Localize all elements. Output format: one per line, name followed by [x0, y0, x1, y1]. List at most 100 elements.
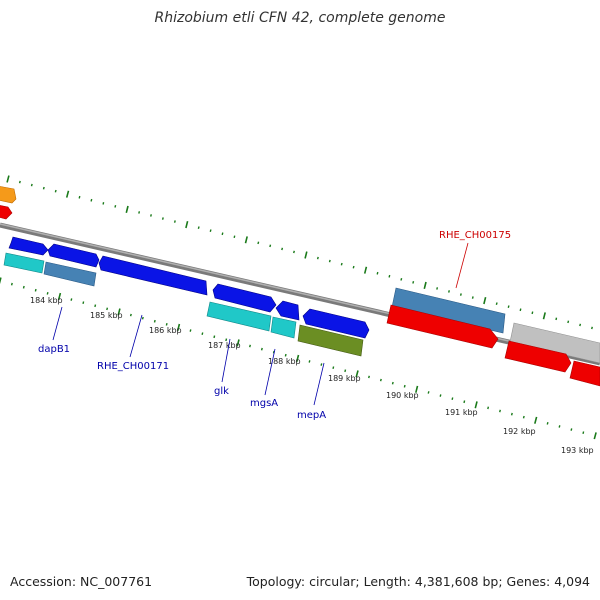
outer-scale-tick — [483, 297, 487, 305]
inner-scale-tick — [427, 391, 430, 394]
gene-blue-arrow-1[interactable] — [8, 236, 49, 256]
inner-scale-tick — [46, 292, 49, 295]
inner-scale-tick — [368, 375, 370, 379]
outer-scale-tick — [448, 290, 450, 293]
outer-scale-tick — [376, 271, 379, 275]
gene-cyan-1[interactable] — [3, 252, 45, 274]
outer-scale-tick — [412, 281, 415, 284]
inner-scale-tick — [474, 401, 478, 409]
outer-scale-tick — [138, 211, 141, 214]
tick-label-185: 185 kbp — [90, 311, 123, 320]
gene-cyan-glk[interactable] — [206, 301, 272, 332]
inner-scale-tick — [570, 428, 573, 431]
gene-olive-mepA[interactable] — [297, 324, 364, 357]
inner-scale-tick — [355, 370, 359, 378]
inner-scale-tick — [593, 432, 597, 440]
outer-scale-tick — [78, 195, 81, 199]
inner-scale-tick — [153, 319, 156, 323]
tick-label-192: 192 kbp — [503, 427, 536, 436]
inner-scale-tick — [403, 384, 406, 388]
inner-scale-tick — [391, 381, 394, 385]
outer-scale-tick — [114, 205, 117, 208]
outer-scale-tick — [221, 232, 224, 236]
gene-grey-arrow[interactable] — [509, 322, 600, 364]
outer-scale-tick — [185, 221, 189, 229]
inner-scale-tick — [499, 409, 501, 413]
inner-scale-tick — [546, 422, 549, 425]
outer-scale-tick — [459, 293, 462, 296]
gene-blue-arrow-3[interactable] — [98, 255, 208, 296]
gene-label-RHE_CH00175[interactable]: RHE_CH00175 — [439, 230, 511, 241]
tick-label-189: 189 kbp — [328, 374, 361, 383]
outer-scale-tick — [197, 226, 200, 229]
genome-summary-text: Topology: circular; Length: 4,381,608 bp… — [246, 574, 590, 589]
tick-label-187: 187 kbp — [208, 341, 241, 350]
inner-scale-tick — [510, 412, 513, 416]
gene-red-arrow-left[interactable] — [0, 205, 13, 220]
outer-scale-tick — [555, 317, 558, 321]
gene-blue-arrow-2[interactable] — [47, 243, 100, 268]
outer-scale-tick — [125, 205, 129, 213]
gene-label-RHE_CH00171[interactable]: RHE_CH00171 — [97, 361, 169, 372]
gene-label-dapB1[interactable]: dapB1 — [38, 344, 70, 355]
inner-scale-tick — [308, 360, 311, 363]
inner-scale-tick — [201, 332, 204, 335]
outer-scale-tick — [519, 308, 522, 312]
inner-scale-tick — [344, 369, 347, 373]
outer-scale-ticks — [6, 175, 593, 330]
inner-scale-tick — [582, 431, 585, 434]
gene-steelblue-dapB1[interactable] — [43, 261, 97, 287]
gene-red-arrow-2[interactable] — [504, 340, 572, 373]
inner-scale-tick — [451, 397, 454, 400]
inner-scale-tick — [34, 288, 37, 292]
genome-backbone — [0, 222, 600, 366]
gene-red-arrow-3[interactable] — [569, 360, 600, 387]
inner-scale-tick — [487, 406, 490, 410]
gene-label-mepA[interactable]: mepA — [297, 410, 326, 421]
outer-scale-tick — [567, 320, 570, 324]
accession-text: Accession: NC_007761 — [10, 574, 153, 589]
inner-scale-tick — [522, 415, 525, 419]
inner-scale-tick — [272, 350, 275, 354]
outer-scale-tick — [400, 278, 403, 281]
inner-scale-tick — [415, 385, 419, 393]
tick-label-191: 191 kbp — [445, 408, 478, 417]
tick-label-193: 193 kbp — [561, 446, 594, 455]
outer-scale-tick — [328, 259, 331, 263]
outer-scale-tick — [471, 296, 474, 299]
outer-scale-tick — [257, 241, 260, 245]
inner-scale-tick — [0, 277, 2, 285]
gene-cyan-mgsA[interactable] — [270, 316, 297, 339]
outer-scale-tick — [423, 281, 427, 289]
gene-label-mgsA[interactable]: mgsA — [250, 398, 278, 409]
inner-scale-tick — [284, 353, 287, 357]
forward-strand-genes — [0, 186, 600, 364]
outer-scale-tick — [340, 262, 343, 266]
inner-scale-tick — [94, 304, 97, 308]
outer-scale-tick — [269, 244, 272, 248]
outer-scale-tick — [293, 250, 295, 254]
inner-scale-tick — [22, 285, 25, 289]
gene-blue-arrow-6[interactable] — [302, 308, 370, 339]
inner-scale-tick — [129, 313, 132, 317]
inner-scale-tick — [260, 347, 263, 351]
outer-scale-tick — [507, 305, 510, 308]
gene-blue-arrow-5[interactable] — [275, 300, 300, 321]
gene-labels: dapB1 RHE_CH00171 glk mgsA mepA RHE_CH00… — [38, 230, 511, 421]
inner-scale-tick — [236, 339, 240, 347]
outer-scale-tick — [30, 183, 33, 187]
inner-scale-tick — [332, 366, 335, 369]
gene-steelblue-RHE_CH00175[interactable] — [391, 287, 506, 334]
gene-red-arrow-1[interactable] — [386, 304, 499, 349]
outer-scale-tick — [233, 235, 236, 239]
outer-scale-tick — [173, 220, 176, 223]
outer-scale-tick — [388, 274, 391, 278]
gene-blue-arrow-4[interactable] — [212, 283, 277, 313]
gene-label-glk[interactable]: glk — [214, 386, 229, 397]
inner-scale-tick — [176, 323, 181, 331]
outer-scale-tick — [542, 312, 546, 320]
gene-orange-arrow[interactable] — [0, 186, 17, 204]
inner-scale-tick — [213, 335, 216, 339]
inner-scale-tick — [534, 416, 538, 424]
outer-scale-tick — [363, 266, 368, 274]
